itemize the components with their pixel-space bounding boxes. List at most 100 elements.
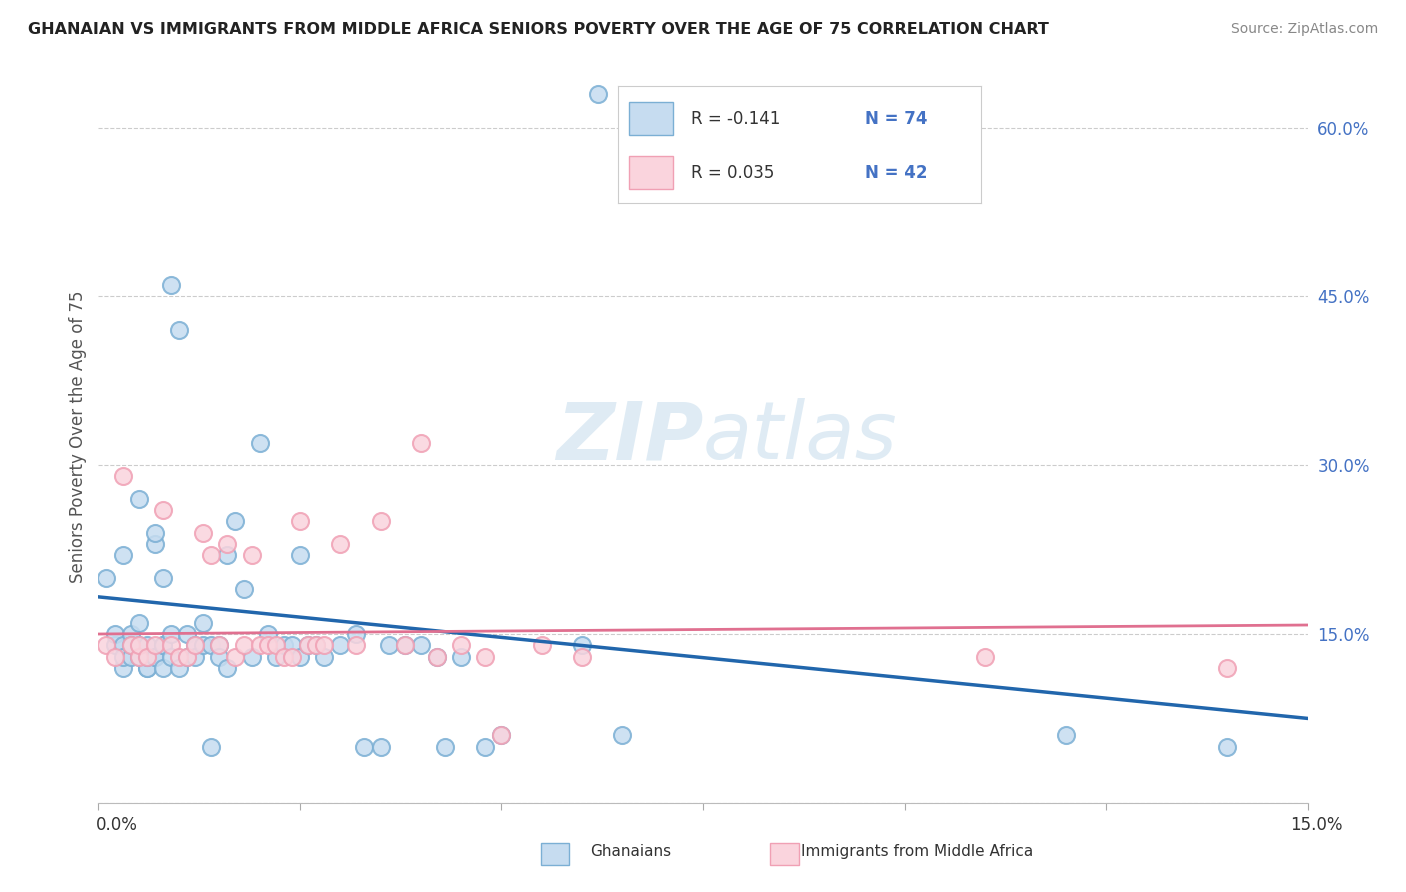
Text: ZIP: ZIP [555,398,703,476]
Point [103,638,125,652]
Point [111,661,134,675]
Point [232,582,254,596]
Point [160,638,183,652]
Point [128,638,150,652]
Point [128,638,150,652]
Point [264,638,287,652]
Point [281,638,304,652]
Point [1216,739,1239,754]
Point [344,627,367,641]
Point [128,649,150,664]
Point [224,649,246,664]
Text: Immigrants from Middle Africa: Immigrants from Middle Africa [801,845,1033,859]
Point [571,649,593,664]
Point [450,649,472,664]
Text: atlas: atlas [703,398,898,476]
Point [176,649,198,664]
Point [128,615,150,630]
Point [143,649,166,664]
Point [586,87,609,101]
Point [160,649,183,664]
Point [491,728,513,742]
Point [353,739,375,754]
Point [120,649,142,664]
Text: 0.0%: 0.0% [96,816,138,834]
Point [297,638,319,652]
Point [217,537,239,551]
Point [152,661,174,675]
Point [135,649,157,664]
Point [491,728,513,742]
Point [409,638,432,652]
Point [152,503,174,517]
Point [120,638,142,652]
Point [167,661,190,675]
Point [530,638,553,652]
Point [370,739,392,754]
Point [184,638,207,652]
Point [176,649,198,664]
Point [434,739,457,754]
Point [193,615,215,630]
Point [200,638,222,652]
Point [184,649,207,664]
Point [200,548,222,562]
Point [217,661,239,675]
Point [571,638,593,652]
Point [1216,661,1239,675]
Point [135,638,157,652]
Point [135,649,157,664]
Point [409,435,432,450]
Point [297,638,319,652]
Point [217,548,239,562]
Point [273,638,295,652]
Point [329,638,352,652]
Point [377,638,399,652]
Point [232,638,254,652]
Point [426,649,449,664]
Point [273,649,295,664]
Point [135,661,157,675]
Point [240,548,263,562]
Point [111,469,134,483]
Point [249,638,271,652]
Point [96,571,118,585]
Point [394,638,416,652]
Point [111,548,134,562]
Point [314,649,336,664]
Point [305,638,328,652]
Point [135,661,157,675]
Point [305,638,328,652]
Point [167,323,190,337]
Point [200,739,222,754]
Point [288,515,311,529]
Point [184,638,207,652]
Point [193,525,215,540]
Point [394,638,416,652]
Point [240,649,263,664]
Point [208,638,231,652]
Point [160,627,183,641]
Y-axis label: Seniors Poverty Over the Age of 75: Seniors Poverty Over the Age of 75 [69,291,87,583]
Point [143,537,166,551]
Point [208,638,231,652]
Point [111,638,134,652]
Point [152,638,174,652]
Point [193,638,215,652]
Point [450,638,472,652]
Point [128,491,150,506]
Point [152,638,174,652]
Point [474,649,496,664]
Point [256,638,278,652]
Point [160,278,183,293]
Point [974,649,997,664]
Point [135,649,157,664]
Point [111,649,134,664]
Point [96,638,118,652]
Point [426,649,449,664]
Point [128,649,150,664]
Point [143,649,166,664]
Text: 15.0%: 15.0% [1291,816,1343,834]
Text: GHANAIAN VS IMMIGRANTS FROM MIDDLE AFRICA SENIORS POVERTY OVER THE AGE OF 75 COR: GHANAIAN VS IMMIGRANTS FROM MIDDLE AFRIC… [28,22,1049,37]
Point [167,649,190,664]
